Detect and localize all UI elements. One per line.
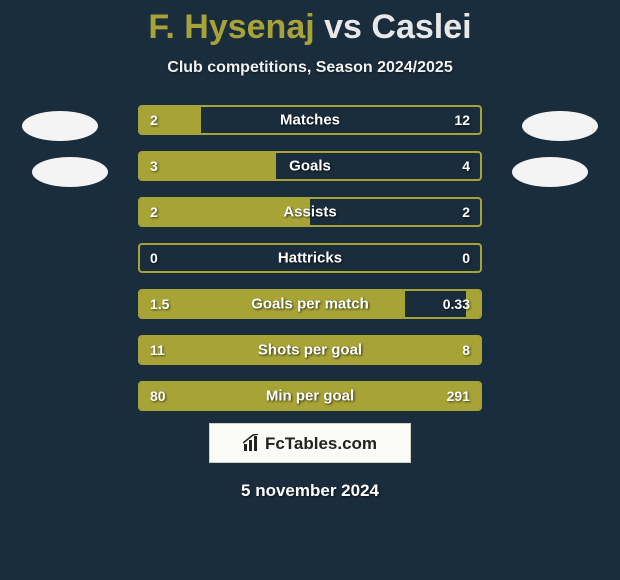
stat-label: Hattricks bbox=[140, 250, 480, 267]
stat-row: 80291Min per goal bbox=[138, 381, 482, 411]
stat-row: 00Hattricks bbox=[138, 243, 482, 273]
stat-row: 22Assists bbox=[138, 197, 482, 227]
stats-stage: 212Matches 34Goals 22Assists 00Hattricks 1.5… bbox=[0, 105, 620, 415]
brand-badge[interactable]: FcTables.com bbox=[209, 423, 411, 463]
comparison-title: F. Hysenaj vs Caslei bbox=[0, 0, 620, 47]
player1-name: F. Hysenaj bbox=[148, 8, 314, 46]
player1-badge-1 bbox=[22, 111, 98, 141]
stat-label: Assists bbox=[140, 204, 480, 221]
stat-bars-container: 212Matches 34Goals 22Assists 00Hattricks 1.5… bbox=[138, 105, 482, 427]
date-label: 5 november 2024 bbox=[0, 481, 620, 501]
stat-label: Min per goal bbox=[140, 388, 480, 405]
player2-name: Caslei bbox=[371, 8, 471, 46]
vs-label: vs bbox=[324, 8, 362, 46]
stat-label: Shots per goal bbox=[140, 342, 480, 359]
brand-text: FcTables.com bbox=[265, 434, 377, 453]
stat-row: 212Matches bbox=[138, 105, 482, 135]
stat-label: Goals per match bbox=[140, 296, 480, 313]
stat-row: 118Shots per goal bbox=[138, 335, 482, 365]
player2-badge-1 bbox=[522, 111, 598, 141]
player2-badge-2 bbox=[512, 157, 588, 187]
stat-label: Matches bbox=[140, 112, 480, 129]
stat-label: Goals bbox=[140, 158, 480, 175]
subtitle: Club competitions, Season 2024/2025 bbox=[0, 59, 620, 77]
stat-row: 1.50.33Goals per match bbox=[138, 289, 482, 319]
stat-row: 34Goals bbox=[138, 151, 482, 181]
chart-icon bbox=[243, 434, 261, 452]
player1-badge-2 bbox=[32, 157, 108, 187]
